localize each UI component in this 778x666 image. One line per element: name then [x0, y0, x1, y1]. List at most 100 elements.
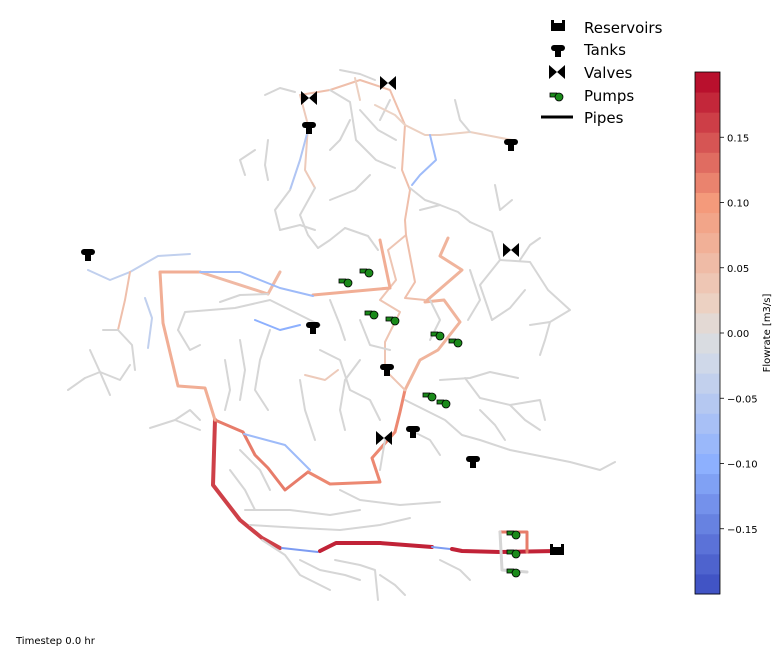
pipe-segment — [144, 297, 153, 349]
pump-icon — [506, 568, 521, 578]
pipe-segment — [329, 89, 396, 169]
colorbar-tick-label: −0.10 — [727, 460, 758, 471]
valve-icon — [376, 431, 392, 445]
colorbar-ticks: 0.15 0.10 0.05 0.00 −0.05 −0.10 −0.15 — [720, 133, 758, 536]
pipe-segment — [177, 299, 321, 331]
colorbar-band — [695, 312, 720, 334]
colorbar-gradient — [695, 72, 720, 595]
nodes-layer — [81, 76, 564, 578]
pipe-segment — [404, 124, 513, 141]
colorbar-band — [695, 353, 720, 374]
valve-icon — [503, 243, 519, 257]
pipe-segment — [318, 541, 434, 553]
legend-label-pumps: Pumps — [584, 87, 634, 105]
pipe-segment — [102, 329, 136, 371]
colorbar-band — [695, 533, 720, 555]
colorbar-band — [695, 132, 720, 153]
colorbar-title: Flowrate [m3/s] — [762, 294, 773, 373]
colorbar-band — [695, 252, 720, 274]
pipe-segment — [450, 547, 558, 554]
pump-icon — [506, 530, 521, 540]
legend-label-tanks: Tanks — [583, 41, 626, 59]
pump-icon — [338, 278, 353, 288]
valve-icon — [549, 65, 565, 79]
pipe-segment — [299, 187, 319, 249]
pipe-segment — [479, 439, 616, 471]
colorbar-band — [695, 152, 720, 173]
pipe-segment — [149, 419, 201, 431]
colorbar-band — [695, 292, 720, 314]
pump-icon — [436, 399, 451, 409]
colorbar-tick-label: −0.15 — [727, 525, 758, 536]
legend-item-tanks: Tanks — [551, 41, 626, 59]
pipe-segment — [199, 271, 314, 297]
colorbar-band — [695, 232, 720, 254]
tank-icon — [504, 139, 518, 151]
pipe-segment — [464, 377, 546, 421]
legend-item-pumps: Pumps — [549, 87, 634, 105]
pipe-segment — [219, 293, 269, 303]
pipe-segment — [229, 469, 256, 511]
colorbar-band — [695, 413, 720, 434]
legend-label-pipes: Pipes — [584, 109, 624, 127]
colorbar-band — [695, 513, 720, 535]
pipe-segment — [469, 221, 501, 321]
colorbar-band — [695, 212, 720, 234]
colorbar-band — [695, 172, 720, 193]
pipe-segment — [379, 439, 386, 471]
legend: Reservoirs Tanks Valves Pumps Pipes — [541, 19, 663, 127]
pipe-segment — [224, 359, 231, 411]
pipe-segment — [329, 119, 351, 151]
pipe-segment — [254, 319, 301, 331]
colorbar-band — [695, 192, 720, 214]
pipe-segment — [494, 184, 513, 211]
valve-icon — [301, 91, 317, 105]
pipe-segment — [89, 349, 111, 396]
colorbar-band — [695, 272, 720, 294]
pipe-segment — [467, 269, 481, 321]
pipe-segment — [411, 134, 437, 186]
pipe-segment — [359, 319, 391, 351]
legend-item-reservoirs: Reservoirs — [551, 19, 663, 37]
pump-icon — [359, 268, 374, 278]
pipe-segment — [374, 104, 406, 126]
colorbar-tick-label: 0.10 — [727, 199, 749, 210]
tank-icon — [302, 122, 316, 134]
pipe-segment — [299, 559, 361, 581]
pipe-segment — [281, 547, 319, 553]
colorbar-tick-label: 0.00 — [727, 329, 749, 340]
pump-icon — [430, 331, 445, 341]
colorbar-band — [695, 433, 720, 454]
tank-icon — [380, 364, 394, 376]
pipe-segment — [254, 329, 271, 411]
colorbar-band — [695, 393, 720, 414]
pump-icon — [364, 310, 379, 320]
colorbar: 0.15 0.10 0.05 0.00 −0.05 −0.10 −0.15 Flowrate… — [694, 71, 773, 595]
pipe-segment — [519, 237, 541, 261]
pipe-segment — [319, 349, 381, 421]
pipe-segment — [274, 189, 291, 231]
legend-item-valves: Valves — [549, 64, 633, 82]
colorbar-tick-label: 0.05 — [727, 264, 749, 275]
pipe-segment — [334, 559, 379, 601]
pipes-layer — [67, 69, 616, 601]
pipe-segment — [499, 259, 571, 326]
pipe-segment — [431, 546, 451, 550]
pipe-segment — [419, 204, 471, 223]
pipe-segment — [264, 87, 296, 96]
pipe-segment — [409, 187, 441, 206]
legend-label-valves: Valves — [584, 64, 633, 82]
legend-label-reservoirs: Reservoirs — [584, 19, 663, 37]
colorbar-band — [695, 573, 720, 595]
pipe-segment — [339, 359, 361, 431]
pipe-segment — [244, 509, 361, 516]
colorbar-band — [695, 493, 720, 515]
pipe-segment — [211, 418, 282, 550]
colorbar-band — [695, 112, 720, 133]
pipe-segment — [409, 429, 441, 456]
colorbar-band — [695, 553, 720, 575]
pipe-segment — [317, 227, 346, 249]
pipe-segment — [239, 339, 246, 401]
tank-icon — [306, 322, 320, 334]
